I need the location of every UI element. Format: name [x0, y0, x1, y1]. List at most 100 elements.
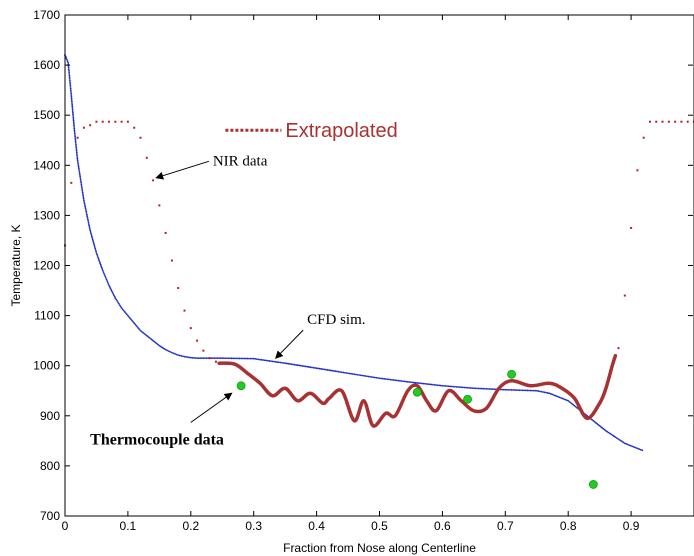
cfd-point — [196, 357, 198, 360]
x-tick-label: 0.2 — [182, 519, 199, 533]
cfd-point — [80, 183, 83, 186]
cfd-point — [386, 378, 389, 381]
cfd-point — [75, 148, 78, 151]
cfd-point — [281, 361, 283, 364]
cfd-point — [128, 315, 130, 318]
cfd-point — [318, 367, 321, 370]
cfd-point — [73, 127, 76, 130]
cfd-point — [603, 428, 606, 431]
cfd-point — [67, 68, 70, 71]
cfd-point — [622, 441, 625, 444]
cfd-point — [617, 437, 619, 440]
cfd-point — [79, 175, 81, 178]
annotation-thermocouple-text: Thermocouple data — [90, 431, 224, 448]
cfd-point — [74, 137, 77, 140]
cfd-point — [593, 420, 596, 423]
cfd-point — [103, 274, 106, 276]
cfd-point — [592, 419, 595, 422]
cfd-point — [265, 359, 268, 362]
cfd-point — [538, 390, 541, 393]
cfd-point — [71, 103, 74, 106]
cfd-point — [447, 385, 450, 388]
cfd-point — [122, 309, 125, 312]
cfd-point — [287, 362, 290, 365]
cfd-point — [116, 300, 119, 302]
cfd-point — [406, 380, 409, 383]
cfd-point — [70, 95, 73, 98]
cfd-point — [72, 118, 75, 120]
cfd-point — [299, 364, 302, 367]
cfd-point — [117, 301, 119, 304]
cfd-point — [545, 391, 548, 394]
annotation-nir-arrow — [155, 160, 209, 180]
cfd-point — [417, 382, 420, 385]
cfd-point — [75, 149, 78, 152]
cfd-point — [638, 448, 641, 451]
cfd-point — [356, 373, 359, 376]
cfd-point — [479, 387, 482, 390]
x-tick-label: 0.3 — [245, 519, 262, 533]
cfd-point — [505, 388, 508, 391]
cfd-point — [531, 389, 533, 392]
y-tick-label: 900 — [40, 409, 60, 423]
cfd-point — [138, 328, 141, 331]
cfd-point — [452, 385, 455, 388]
cfd-point — [70, 97, 73, 100]
legend: Extrapolated — [225, 120, 398, 142]
cfd-point — [331, 369, 334, 372]
cfd-point — [78, 169, 80, 171]
nir-point — [655, 120, 658, 123]
cfd-point — [597, 423, 600, 426]
cfd-point — [623, 442, 626, 445]
cfd-point — [76, 157, 79, 160]
cfd-point — [405, 380, 408, 383]
cfd-point — [482, 387, 485, 390]
cfd-point — [351, 373, 354, 375]
cfd-point — [124, 312, 127, 314]
nir-point — [108, 120, 111, 123]
cfd-point — [567, 399, 570, 402]
cfd-point — [66, 60, 69, 62]
cfd-point — [80, 186, 83, 189]
cfd-point — [425, 383, 428, 385]
nir-point — [133, 126, 136, 129]
y-tick-label: 1400 — [33, 158, 60, 172]
cfd-point — [68, 71, 70, 74]
ticks-layer: 0 0.1 0.2 0.3 0.4 0.5 0.6 0.7 0.8 0.9 700 800 900 100… — [33, 8, 693, 533]
cfd-point — [71, 107, 74, 109]
cfd-point — [215, 357, 217, 360]
cfd-point — [73, 126, 76, 128]
cfd-point — [270, 360, 272, 363]
cfd-point — [87, 220, 90, 222]
cfd-point — [317, 367, 320, 370]
x-tick-label: 0 — [62, 519, 69, 533]
cfd-point — [507, 388, 510, 391]
cfd-point — [628, 444, 631, 446]
cfd-point — [226, 357, 228, 360]
cfd-point — [182, 355, 184, 358]
cfd-point — [268, 360, 271, 362]
cfd-point — [285, 362, 288, 365]
cfd-point — [75, 145, 77, 147]
cfd-point — [77, 162, 79, 165]
cfd-point — [120, 307, 123, 309]
cfd-point — [78, 172, 81, 175]
cfd-point — [491, 388, 494, 391]
series-nir — [64, 120, 694, 363]
cfd-point — [240, 357, 243, 360]
cfd-point — [549, 392, 552, 395]
cfd-point — [609, 432, 611, 435]
cfd-point — [260, 358, 263, 361]
cfd-point — [337, 370, 340, 373]
cfd-point — [621, 440, 624, 443]
cfd-point — [591, 418, 594, 421]
cfd-point — [428, 383, 431, 386]
cfd-point — [76, 160, 79, 163]
cfd-point — [443, 384, 445, 387]
cfd-point — [155, 342, 158, 345]
cfd-point — [310, 366, 313, 369]
cfd-point — [211, 357, 214, 360]
cfd-point — [76, 159, 79, 162]
cfd-point — [532, 389, 535, 392]
cfd-point — [509, 388, 511, 391]
